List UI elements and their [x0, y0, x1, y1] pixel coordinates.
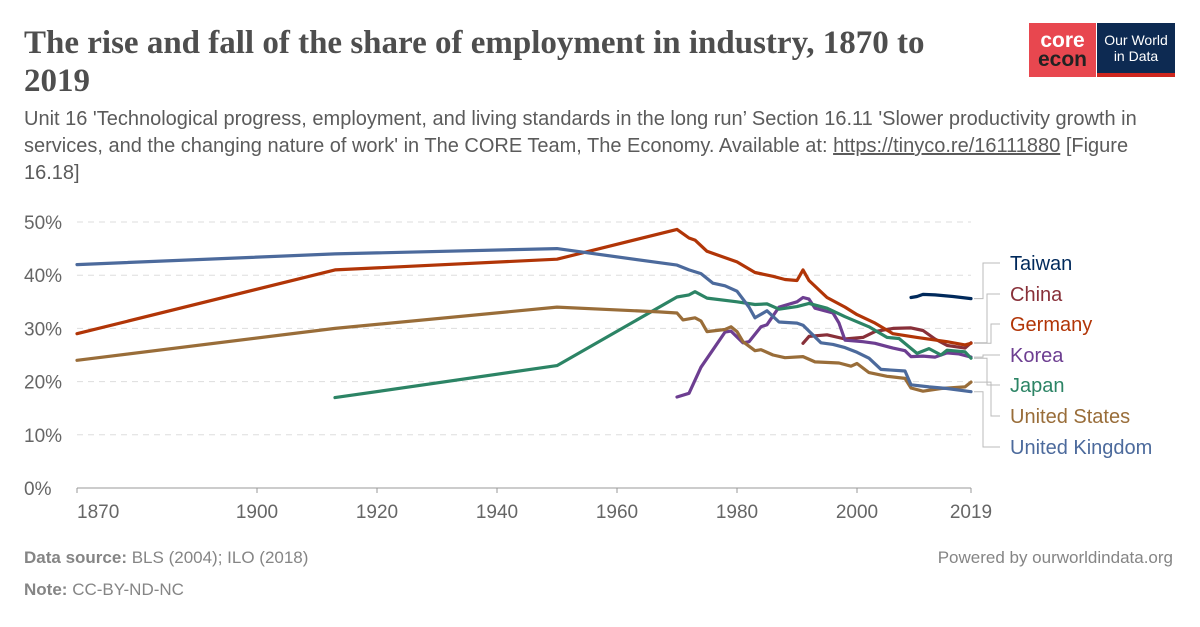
legend-label-korea: Korea — [1010, 345, 1064, 367]
chart-title: The rise and fall of the share of employ… — [24, 25, 925, 99]
y-tick-label: 50% — [24, 213, 62, 234]
x-tick-label: 2019 — [950, 502, 992, 523]
legend-label-united-kingdom: United Kingdom — [1010, 437, 1152, 459]
series-line-japan — [333, 290, 973, 400]
series-line-united-states — [75, 305, 973, 393]
x-tick-label: 1940 — [476, 502, 518, 523]
subtitle-suffix: [Figure 16.18] — [24, 135, 1129, 184]
note: Note: CC-BY-ND-NC — [24, 580, 184, 600]
legend-connector — [974, 357, 1000, 386]
logos[interactable]: core econ Our World in Data — [1029, 23, 1175, 77]
legend-connector — [974, 323, 1000, 344]
y-tick-label: 30% — [24, 319, 62, 340]
series-line-taiwan — [909, 292, 973, 301]
series-line-china — [801, 326, 973, 350]
x-tick-label: 2000 — [836, 502, 878, 523]
source-text: BLS (2004); ILO (2018) — [131, 548, 309, 567]
owid-logo[interactable]: Our World in Data — [1097, 23, 1175, 77]
x-tick-label: 1900 — [236, 502, 278, 523]
y-tick-label: 20% — [24, 373, 62, 394]
x-tick-label: 1960 — [596, 502, 638, 523]
legend-label-united-states: United States — [1010, 406, 1130, 428]
data-source: Data source: BLS (2004); ILO (2018) — [24, 548, 308, 568]
core-econ-logo[interactable]: core econ — [1029, 23, 1096, 77]
legend-connector — [974, 262, 1000, 300]
y-tick-label: 10% — [24, 426, 62, 447]
source-link[interactable]: https://tinyco.re/16111880 — [833, 135, 1061, 157]
legend-connector — [974, 354, 1000, 358]
legend-connector — [974, 293, 1000, 344]
powered-by[interactable]: Powered by ourworldindata.org — [937, 548, 1173, 567]
x-tick-label: 1920 — [356, 502, 398, 523]
subtitle-text: Unit 16 'Technological progress, employm… — [24, 108, 1137, 157]
logo-econ-text: econ — [1037, 48, 1087, 71]
source-label: Data source: — [24, 548, 127, 567]
series-line-germany — [75, 227, 973, 347]
legend-label-japan: Japan — [1010, 375, 1065, 397]
chart-subtitle: Unit 16 'Technological progress, employm… — [24, 106, 1174, 187]
logo-owid-text-2: in Data — [1113, 48, 1159, 64]
legend-connector — [974, 391, 1000, 448]
legend-connector — [974, 381, 1000, 417]
logo-owid-text-1: Our World — [1104, 32, 1168, 48]
logo-core-text: core — [1040, 29, 1085, 52]
x-tick-label: 1980 — [716, 502, 758, 523]
note-label: Note: — [24, 580, 68, 599]
y-tick-label: 40% — [24, 266, 62, 287]
x-tick-label: 1870 — [77, 502, 119, 523]
legend-label-taiwan: Taiwan — [1010, 253, 1072, 275]
y-tick-label: 0% — [24, 479, 52, 500]
legend-label-china: China — [1010, 284, 1063, 306]
series-line-united-kingdom — [75, 247, 973, 394]
legend-label-germany: Germany — [1010, 314, 1092, 336]
note-text: CC-BY-ND-NC — [72, 580, 184, 599]
